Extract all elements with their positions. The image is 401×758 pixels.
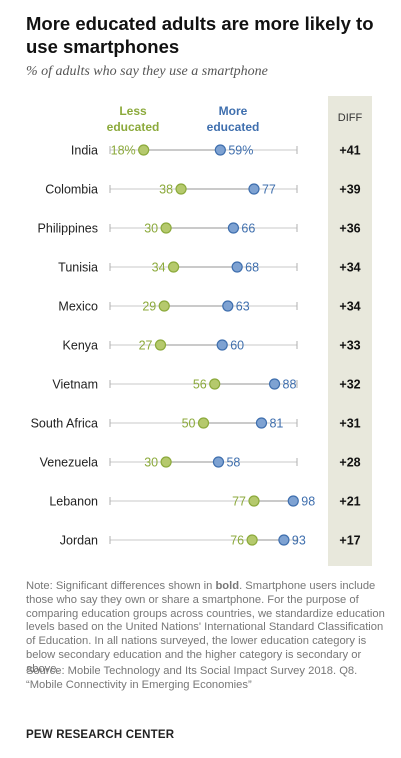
legend-less-line2: educated bbox=[107, 120, 160, 134]
more-educated-dot bbox=[212, 456, 225, 468]
diff-value: +31 bbox=[339, 417, 360, 431]
more-educated-dot bbox=[278, 534, 290, 546]
publisher-logo: PEW RESEARCH CENTER bbox=[26, 729, 175, 741]
diff-header: DIFF bbox=[338, 112, 363, 124]
diff-column-bg bbox=[328, 96, 372, 566]
less-educated-value: 27 bbox=[139, 339, 153, 353]
more-educated-dot bbox=[287, 495, 299, 507]
less-educated-value: 77 bbox=[232, 495, 246, 509]
diff-value: +17 bbox=[339, 534, 360, 548]
diff-value: +33 bbox=[339, 339, 360, 353]
diff-value: +28 bbox=[339, 456, 360, 470]
chart-subtitle: % of adults who say they use a smartphon… bbox=[26, 64, 268, 79]
more-educated-value: 58 bbox=[226, 456, 240, 470]
legend-more-line2: educated bbox=[207, 120, 260, 134]
less-educated-dot bbox=[248, 495, 260, 507]
diff-value: +39 bbox=[339, 183, 360, 197]
less-educated-dot bbox=[138, 144, 150, 156]
more-educated-value: 88 bbox=[283, 378, 297, 392]
diff-value: +41 bbox=[339, 144, 360, 158]
country-label: Colombia bbox=[45, 183, 98, 197]
country-label: Vietnam bbox=[52, 378, 98, 392]
more-educated-dot bbox=[255, 417, 268, 429]
less-educated-value: 29 bbox=[142, 300, 156, 314]
diff-value: +21 bbox=[339, 495, 360, 509]
more-educated-dot bbox=[268, 378, 281, 390]
less-educated-value: 56 bbox=[193, 378, 207, 392]
country-label: India bbox=[71, 144, 98, 158]
country-label: Philippines bbox=[38, 222, 98, 236]
more-educated-value: 98 bbox=[301, 495, 315, 509]
more-educated-value: 59% bbox=[228, 144, 253, 158]
less-educated-value: 30 bbox=[144, 456, 158, 470]
country-label: Kenya bbox=[63, 339, 98, 353]
less-educated-dot bbox=[154, 339, 167, 351]
more-educated-dot bbox=[227, 222, 240, 234]
more-educated-value: 77 bbox=[262, 183, 276, 197]
country-label: Jordan bbox=[60, 534, 98, 548]
less-educated-value: 30 bbox=[144, 222, 158, 236]
more-educated-value: 68 bbox=[245, 261, 259, 275]
less-educated-dot bbox=[175, 183, 187, 195]
country-label: Venezuela bbox=[40, 456, 98, 470]
more-educated-dot bbox=[248, 183, 260, 195]
more-educated-value: 63 bbox=[236, 300, 250, 314]
diff-value: +34 bbox=[339, 300, 360, 314]
less-educated-dot bbox=[160, 222, 172, 234]
more-educated-dot bbox=[214, 144, 226, 156]
less-educated-dot bbox=[197, 417, 210, 429]
less-educated-value: 38 bbox=[159, 183, 173, 197]
more-educated-value: 81 bbox=[269, 417, 283, 431]
chart-source: Source: Mobile Technology and Its Social… bbox=[26, 665, 358, 691]
more-educated-value: 66 bbox=[241, 222, 255, 236]
country-label: South Africa bbox=[31, 417, 98, 431]
country-label: Tunisia bbox=[58, 261, 98, 275]
less-educated-dot bbox=[160, 456, 172, 468]
more-educated-dot bbox=[222, 300, 234, 312]
more-educated-dot bbox=[231, 261, 243, 273]
more-educated-dot bbox=[216, 339, 228, 351]
chart-title: More educated adults are more likely to … bbox=[26, 13, 374, 57]
less-educated-value: 50 bbox=[182, 417, 196, 431]
less-educated-dot bbox=[167, 261, 180, 273]
more-educated-value: 60 bbox=[230, 339, 244, 353]
diff-value: +32 bbox=[339, 378, 360, 392]
diff-value: +36 bbox=[339, 222, 360, 236]
country-label: Lebanon bbox=[49, 495, 98, 509]
less-educated-value: 18% bbox=[111, 144, 136, 158]
chart-note: Note: Significant differences shown in b… bbox=[26, 580, 385, 675]
diff-value: +34 bbox=[339, 261, 360, 275]
more-educated-value: 93 bbox=[292, 534, 306, 548]
less-educated-value: 76 bbox=[230, 534, 244, 548]
legend-more-line1: More bbox=[219, 104, 248, 118]
legend-less-line1: Less bbox=[119, 104, 147, 118]
less-educated-dot bbox=[209, 378, 221, 390]
less-educated-value: 34 bbox=[152, 261, 166, 275]
country-label: Mexico bbox=[58, 300, 98, 314]
dot-plot: DIFF Less educated More educated India 18% 59% +… bbox=[31, 96, 372, 566]
less-educated-dot bbox=[158, 300, 170, 312]
less-educated-dot bbox=[246, 534, 258, 546]
